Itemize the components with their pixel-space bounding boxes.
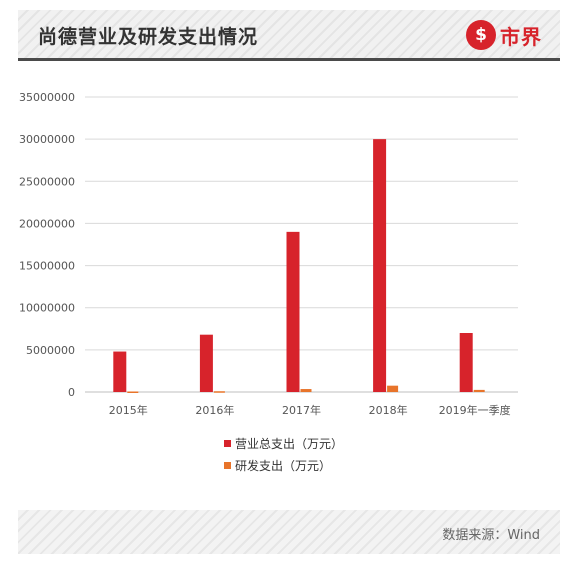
legend-label-total: 营业总支出（万元） xyxy=(235,436,344,451)
y-tick-label: 30000000 xyxy=(19,133,75,146)
chart-header: 尚德营业及研发支出情况 $ 市界 xyxy=(18,10,560,61)
legend-label-rd: 研发支出（万元） xyxy=(235,458,332,473)
x-tick-label: 2019年一季度 xyxy=(439,403,511,417)
x-tick-label: 2017年 xyxy=(282,403,321,417)
y-tick-label: 20000000 xyxy=(19,217,75,230)
legend-swatch-total xyxy=(224,439,231,447)
page-title: 尚德营业及研发支出情况 xyxy=(38,26,259,48)
y-tick-label: 0 xyxy=(68,386,75,399)
bar-rd-expense xyxy=(213,391,225,393)
x-tick-label: 2018年 xyxy=(369,403,408,417)
legend-swatch-rd xyxy=(224,461,231,469)
bar-total-expense xyxy=(286,231,300,392)
x-tick-label: 2016年 xyxy=(195,403,234,417)
brand-logo: $ 市界 xyxy=(466,19,542,51)
data-source: 数据来源：Wind xyxy=(442,528,540,543)
legend-item-total: 营业总支出（万元） xyxy=(224,432,343,454)
bar-total-expense xyxy=(373,139,387,392)
y-tick-label: 10000000 xyxy=(19,302,75,315)
chart-legend: 营业总支出（万元） 研发支出（万元） xyxy=(224,432,343,476)
y-tick-label: 35000000 xyxy=(19,91,75,104)
chart-footer: 数据来源：Wind xyxy=(18,510,560,554)
y-tick-label: 5000000 xyxy=(26,344,75,357)
legend-item-rd: 研发支出（万元） xyxy=(224,454,343,476)
bar-total-expense xyxy=(459,333,473,392)
logo-text: 市界 xyxy=(500,24,542,49)
logo-icon: $ xyxy=(466,20,496,50)
bar-rd-expense xyxy=(387,385,399,392)
bar-total-expense xyxy=(113,351,127,392)
bar-total-expense xyxy=(199,334,213,392)
x-tick-label: 2015年 xyxy=(109,403,148,417)
y-tick-label: 25000000 xyxy=(19,175,75,188)
bar-rd-expense xyxy=(127,391,139,393)
bar-rd-expense xyxy=(473,389,485,392)
y-tick-label: 15000000 xyxy=(19,260,75,273)
bar-rd-expense xyxy=(300,389,312,392)
